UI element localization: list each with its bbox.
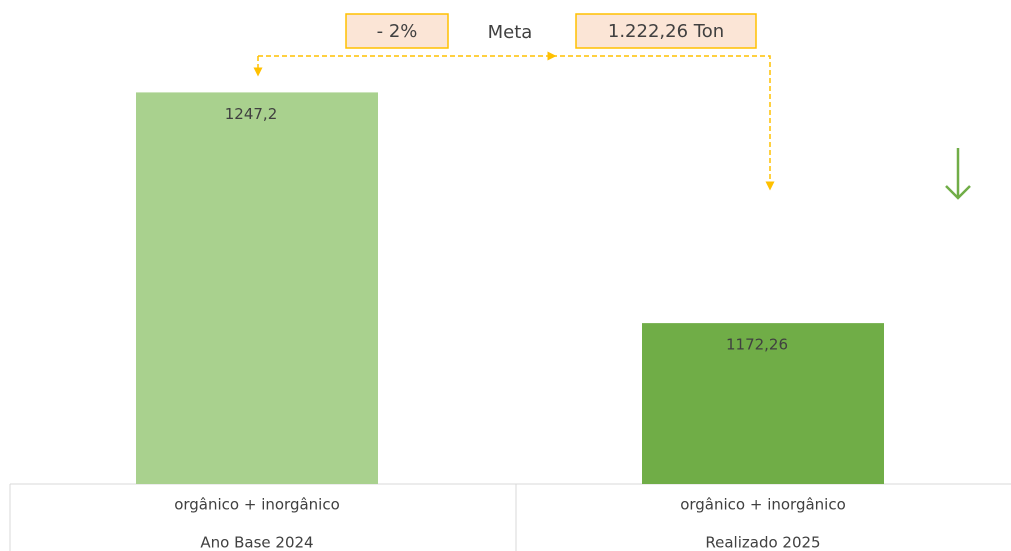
x-tick-label: Ano Base 2024	[200, 534, 313, 551]
target-label: 1.222,26 Ton	[608, 21, 724, 42]
down-arrow	[945, 148, 971, 200]
category-axis	[9, 483, 1011, 551]
x-tick-label: orgânico + inorgânico	[680, 496, 846, 514]
x-tick-label: Realizado 2025	[705, 534, 820, 551]
percent-box	[345, 13, 449, 49]
percent-label: - 2%	[377, 21, 418, 42]
value-label: 1172,26	[726, 336, 788, 354]
meta-arrows	[253, 51, 775, 191]
meta-label: Meta	[488, 22, 533, 43]
value-label: 1247,2	[225, 105, 278, 123]
target-box	[575, 13, 757, 49]
bar	[642, 323, 884, 484]
bar	[136, 92, 378, 485]
x-tick-label: orgânico + inorgânico	[174, 496, 340, 514]
